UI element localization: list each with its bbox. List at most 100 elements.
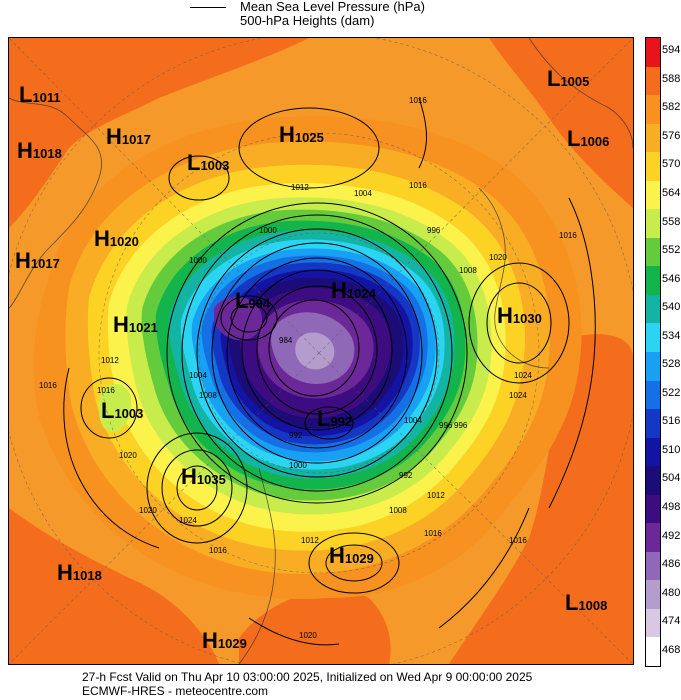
isobar-label: 1008 <box>459 266 477 275</box>
pressure-center: H1017 <box>15 248 60 273</box>
isobar-label: 1016 <box>409 181 427 190</box>
isobar-label: 1012 <box>291 183 309 192</box>
colorbar-label: 534 <box>662 329 681 342</box>
pressure-center: L1003 <box>101 398 144 423</box>
colorbar-label: 504 <box>662 472 681 485</box>
colorbar-cell <box>646 551 660 581</box>
isobar <box>248 617 340 646</box>
pressure-center: H1018 <box>57 560 102 585</box>
isobar <box>468 262 570 384</box>
shade-588-s <box>239 590 391 664</box>
isobar <box>146 432 248 544</box>
colorbar-cell <box>646 494 660 524</box>
isobar-label: 1016 <box>209 546 227 555</box>
isobar <box>438 507 530 629</box>
map-canvas: 1016 1016 1012 1016 1004 1000 996 1008 1… <box>9 38 633 664</box>
colorbar-label: 552 <box>662 244 681 257</box>
isobar <box>230 303 268 333</box>
isobar-label: 1000 <box>189 256 207 265</box>
isobar-label: 1004 <box>354 189 372 198</box>
colorbar-label: 558 <box>662 215 681 228</box>
isobar-label: 1000 <box>289 461 307 470</box>
pressure-center: L1003 <box>187 150 230 175</box>
isobar <box>196 228 438 478</box>
shade-588-sw <box>9 508 219 664</box>
source-credit: ECMWF-HRES - meteocentre.com <box>82 684 269 698</box>
isobar-label: 992 <box>399 471 413 480</box>
footer: 27-h Fcst Valid on Thu Apr 10 03:00:00 2… <box>82 670 532 698</box>
colorbar-label: 474 <box>662 615 681 628</box>
isobar <box>418 97 427 169</box>
isobar <box>176 465 218 511</box>
isobar <box>63 367 160 549</box>
isobar <box>256 285 378 415</box>
coast-4 <box>528 38 633 149</box>
isobar-label: 1016 <box>97 386 115 395</box>
forecast-valid-text: 27-h Fcst Valid on Thu Apr 10 03:00:00 2… <box>82 670 533 684</box>
isobar <box>166 202 468 504</box>
colorbar-label: 588 <box>662 72 681 85</box>
coast-3 <box>238 467 276 664</box>
colorbar-cell <box>646 152 660 182</box>
colorbar-label: 540 <box>662 301 681 314</box>
isobar-label: 984 <box>279 336 293 345</box>
colorbar-cell <box>646 637 660 667</box>
isobar <box>211 242 423 464</box>
isobar-label: 1024 <box>509 391 527 400</box>
isobar-label: 1012 <box>301 536 319 545</box>
pressure-center: H1030 <box>497 303 542 328</box>
colorbar-label: 516 <box>662 415 681 428</box>
pressure-center: H1025 <box>279 122 324 147</box>
colorbar-label: 576 <box>662 129 681 142</box>
colorbar-label: 528 <box>662 358 681 371</box>
legend: Mean Sea Level Pressure (hPa) 500-hPa He… <box>190 0 490 32</box>
isobar <box>181 214 453 492</box>
colorbar-cell <box>646 352 660 382</box>
colorbar-cell <box>646 123 660 153</box>
colorbar-label: 594 <box>662 44 681 57</box>
isobar <box>304 406 354 440</box>
coast-1 <box>9 97 103 309</box>
colorbar <box>645 37 661 667</box>
pressure-center: L994 <box>235 288 271 313</box>
isobar-label: 996 <box>454 421 468 430</box>
isobar-label: 996 <box>439 421 453 430</box>
colorbar-cell <box>646 466 660 496</box>
colorbar-cell <box>646 38 660 68</box>
isobar-label: 1016 <box>509 536 527 545</box>
colorbar-cell <box>646 580 660 610</box>
lat-circle-2 <box>98 132 540 574</box>
isobar-label: 992 <box>289 431 303 440</box>
meridian-3 <box>9 352 320 664</box>
isobar-label: 1024 <box>514 371 532 380</box>
shade-480 <box>295 332 335 370</box>
colorbar-label: 564 <box>662 187 681 199</box>
pressure-center: L1011 <box>19 82 61 107</box>
isobar-label: 1020 <box>489 253 507 262</box>
colorbar-label: 522 <box>662 386 681 399</box>
pressure-line-swatch <box>190 7 226 8</box>
pressure-center: L1006 <box>567 126 610 151</box>
shade-588-ne <box>489 38 633 208</box>
isobar-label: 1004 <box>189 371 207 380</box>
isobar-label: 1004 <box>404 416 422 425</box>
isobar-label: 1020 <box>139 506 157 515</box>
isobar <box>238 107 380 189</box>
pressure-center: H1020 <box>94 226 139 251</box>
colorbar-cell <box>646 294 660 324</box>
pressure-center: H1021 <box>113 312 158 337</box>
isobar <box>325 544 383 582</box>
isobar-label: 1008 <box>199 391 217 400</box>
meridian-2 <box>318 38 633 354</box>
isobar-label: 1016 <box>39 381 57 390</box>
isobar <box>308 532 400 594</box>
colorbar-label: 486 <box>662 558 681 571</box>
pressure-center: L1005 <box>547 66 590 91</box>
isobar <box>226 257 408 449</box>
colorbar-cell <box>646 237 660 267</box>
colorbar-cell <box>646 209 660 239</box>
shade-trough-w <box>214 296 263 341</box>
shade-588-se <box>449 334 633 664</box>
colorbar-cell <box>646 95 660 125</box>
isobar-label: 1012 <box>101 356 119 365</box>
